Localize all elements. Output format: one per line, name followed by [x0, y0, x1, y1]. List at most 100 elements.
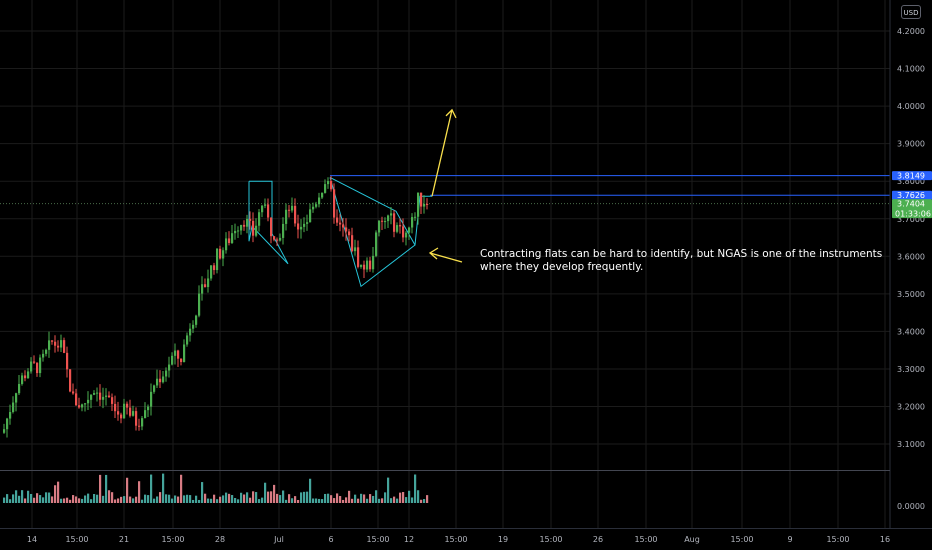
candle-body	[318, 197, 321, 205]
candle-body	[84, 403, 87, 405]
candle-body	[45, 349, 48, 354]
candle-body	[345, 227, 348, 232]
projection-arrow	[431, 109, 453, 197]
candlesticks	[3, 176, 429, 438]
volume-bar	[264, 482, 267, 503]
volume-bar	[222, 495, 225, 503]
volume-bar	[207, 498, 210, 503]
candle-body	[426, 203, 429, 205]
volume-bar	[237, 499, 240, 503]
volume-bar	[120, 496, 123, 503]
candle-body	[48, 340, 51, 350]
candle-body	[3, 429, 6, 433]
volume-bar	[156, 496, 159, 503]
candle-body	[144, 410, 147, 419]
candle-body	[246, 218, 249, 227]
price-tag-bg	[892, 199, 932, 219]
candle-body	[285, 209, 288, 224]
candle-body	[213, 265, 216, 271]
time-tick-label: 15:00	[634, 535, 657, 544]
volume-bar	[393, 496, 396, 503]
volume-bar	[39, 495, 42, 503]
candle-body	[366, 260, 369, 270]
candle-body	[129, 407, 132, 416]
volume-bar	[261, 497, 264, 503]
time-axis-labels: 14 15:00 21 15:00 28 Jul 6 15:00 12 15:00 19 15:00 2…	[27, 535, 890, 544]
candle-body	[195, 315, 198, 325]
volume-bar	[135, 496, 138, 503]
time-tick-label: 15:00	[826, 535, 849, 544]
volume-bar	[294, 496, 297, 503]
volume-bar	[144, 494, 147, 503]
candle-body	[273, 236, 276, 240]
axes	[0, 0, 932, 529]
candle-body	[177, 350, 180, 359]
volume-bar	[105, 474, 108, 503]
volume-bar	[24, 498, 27, 503]
candle-body	[162, 376, 165, 383]
candle-body	[210, 265, 213, 279]
time-tick-label: 15:00	[444, 535, 467, 544]
candle-body	[96, 392, 99, 394]
volume-bar	[48, 492, 51, 503]
volume-bar	[204, 493, 207, 503]
candle-body	[408, 227, 411, 233]
price-tag-value: 3.7404	[897, 200, 925, 209]
candle-body	[18, 383, 21, 394]
candle-body	[66, 352, 69, 370]
volume-bar	[351, 498, 354, 503]
volume-bar	[42, 497, 45, 503]
candle-body	[420, 192, 423, 207]
volume-bar	[378, 498, 381, 503]
volume-bar	[417, 490, 420, 503]
candle-body	[159, 378, 162, 383]
candle-body	[240, 224, 243, 231]
volume-bar	[327, 493, 330, 503]
volume-bar	[210, 498, 213, 503]
volume-bar	[396, 498, 399, 503]
volume-bar	[321, 499, 324, 503]
time-tick-label: 14	[27, 535, 37, 544]
volume-bar	[312, 498, 315, 503]
candle-body	[105, 395, 108, 397]
price-tag-bg	[892, 190, 932, 200]
candle-body	[411, 217, 414, 228]
volume-bar	[96, 494, 99, 503]
candle-body	[69, 369, 72, 392]
time-tick-label: Jul	[273, 535, 284, 544]
volume-bar	[12, 494, 15, 503]
candle-body	[267, 204, 270, 218]
candle-body	[33, 361, 36, 363]
volume-bar	[66, 497, 69, 503]
candle-body	[387, 215, 390, 222]
price-tick-label: 3.7000	[897, 215, 925, 224]
volume-bar	[147, 495, 150, 503]
price-tick-label: 3.2000	[897, 403, 925, 412]
candle-body	[369, 260, 372, 270]
candle-body	[378, 220, 381, 233]
price-tag-bg	[892, 171, 932, 181]
candle-body	[12, 402, 15, 413]
volume-bars	[3, 473, 429, 503]
countdown-label: 01:33:06	[895, 210, 931, 219]
volume-bar	[201, 482, 204, 503]
volume-bar	[279, 495, 282, 503]
candle-body	[261, 205, 264, 213]
candle-body	[117, 411, 120, 415]
time-tick-label: 15:00	[161, 535, 184, 544]
volume-bar	[300, 492, 303, 503]
currency-label[interactable]: USD	[901, 5, 921, 19]
volume-bar	[234, 497, 237, 503]
candle-body	[294, 205, 297, 224]
price-tick-label: 4.0000	[897, 102, 925, 111]
volume-bar	[141, 499, 144, 503]
candle-body	[231, 233, 234, 243]
volume-bar	[60, 498, 63, 503]
volume-bar	[243, 494, 246, 503]
candle-body	[192, 324, 195, 329]
candle-body	[114, 403, 117, 412]
volume-bar	[9, 499, 12, 503]
candle-body	[54, 341, 57, 346]
candle-body	[357, 247, 360, 267]
